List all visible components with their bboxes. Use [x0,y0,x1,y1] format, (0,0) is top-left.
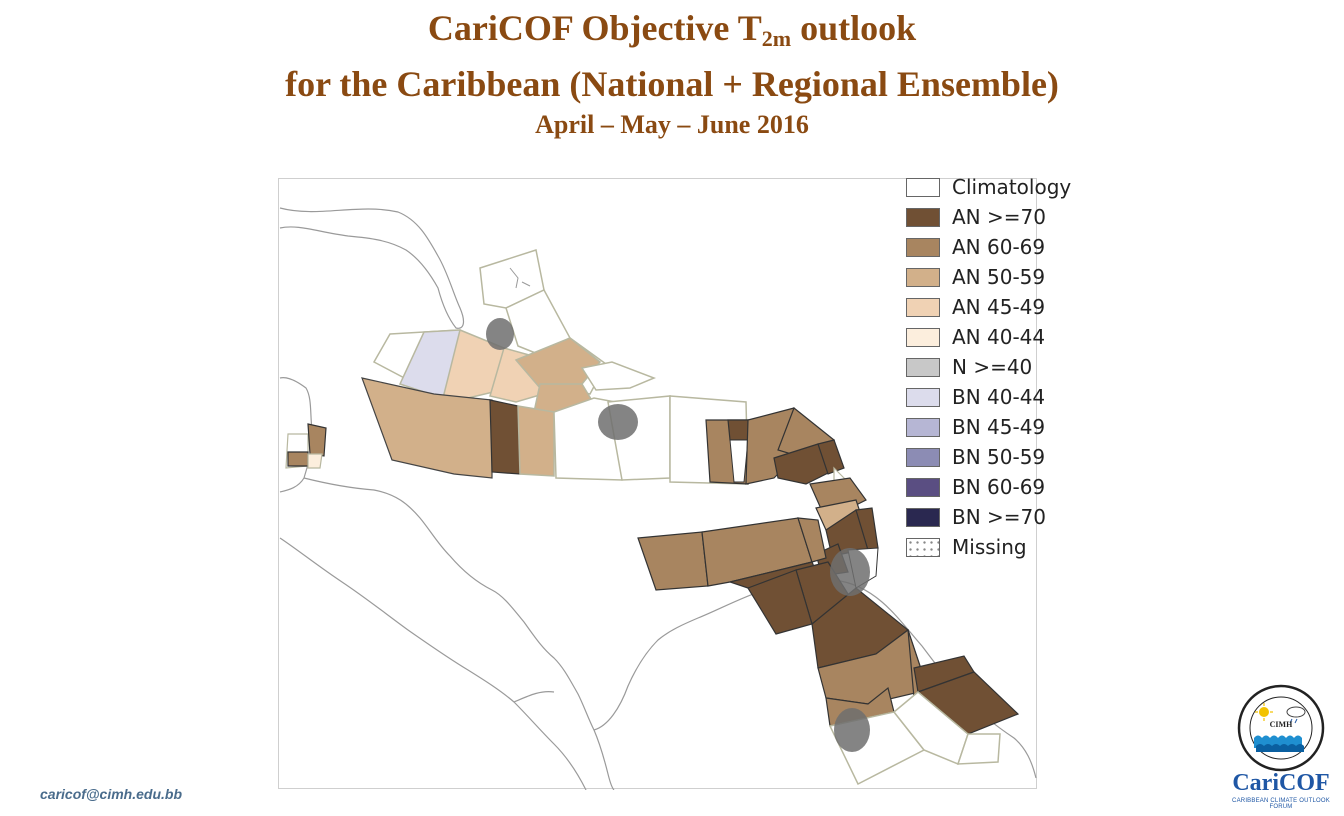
legend-label: AN 60-69 [952,235,1046,259]
title-line-1: CariCOF Objective T2m outlook [427,8,917,51]
legend-swatch-bn-50-59 [906,447,940,467]
legend-label: BN 40-44 [952,385,1046,409]
legend-swatch-an-40-44 [906,327,940,347]
legend-item: BN 40-44 [906,382,1071,412]
legend-swatch-an-45-49 [906,297,940,317]
waves-icon [1254,735,1304,752]
legend-label: AN >=70 [952,205,1046,229]
logo-org-short: CIMH [1269,720,1293,729]
central-america-coast [303,477,615,790]
legend-label: BN 50-59 [952,445,1046,469]
legend-item: Missing [906,532,1071,562]
region-cuba [372,328,602,419]
title-line-2: for the Caribbean (National + Regional E… [285,64,1059,104]
legend-swatch-climatology [906,177,940,197]
legend-item: BN >=70 [906,502,1071,532]
map-title: CariCOF Objective T2m outlook for the Ca… [0,6,1344,141]
normal-category-areas [486,318,870,752]
legend-item: AN 40-44 [906,322,1071,352]
legend-swatch-bn-40-44 [906,387,940,407]
legend-item: BN 45-49 [906,412,1071,442]
cimh-seal [1237,684,1325,772]
legend-swatch-an-70 [906,207,940,227]
pacific-coast [279,537,587,790]
florida-coast [279,207,465,329]
legend-label: AN 45-49 [952,295,1046,319]
legend-item: N >=40 [906,352,1071,382]
legend-label: Missing [952,535,1027,559]
sun-icon [1255,703,1273,721]
cloud-icon [1286,706,1306,724]
legend-swatch-bn-70 [906,507,940,527]
legend-label: BN >=70 [952,505,1047,529]
legend-item: AN 45-49 [906,292,1071,322]
legend-label: Climatology [952,175,1072,199]
map-legend: Climatology AN >=70 AN 60-69 AN 50-59 AN… [906,172,1071,562]
region-leeward [705,407,852,491]
contact-email: caricof@cimh.edu.bb [40,786,183,802]
legend-item: AN >=70 [906,202,1071,232]
legend-item: AN 60-69 [906,232,1071,262]
logo-brand-subtitle: CARIBBEAN CLIMATE OUTLOOK FORUM [1232,798,1330,810]
legend-swatch-an-50-59 [906,267,940,287]
legend-label: AN 40-44 [952,325,1046,349]
legend-swatch-n-40 [906,357,940,377]
legend-item: Climatology [906,172,1071,202]
legend-item: AN 50-59 [906,262,1071,292]
legend-label: N >=40 [952,355,1033,379]
legend-swatch-missing [906,537,940,557]
legend-item: BN 50-59 [906,442,1071,472]
region-jamaica-cayman [361,377,555,479]
title-line-3: April – May – June 2016 [535,110,809,139]
logo-brand: CariCOF [1232,770,1330,796]
region-belize [285,423,327,469]
legend-label: BN 60-69 [952,475,1046,499]
legend-label: BN 45-49 [952,415,1046,439]
region-venezuela-coast [637,517,856,635]
legend-swatch-bn-45-49 [906,417,940,437]
caricof-logo: CIMH CariCOF CARIBBEAN CLIMATE OUTLOOK F… [1222,684,1340,810]
panama-coast [513,691,555,703]
legend-item: BN 60-69 [906,472,1071,502]
legend-swatch-bn-60-69 [906,477,940,497]
legend-label: AN 50-59 [952,265,1046,289]
legend-swatch-an-60-69 [906,237,940,257]
